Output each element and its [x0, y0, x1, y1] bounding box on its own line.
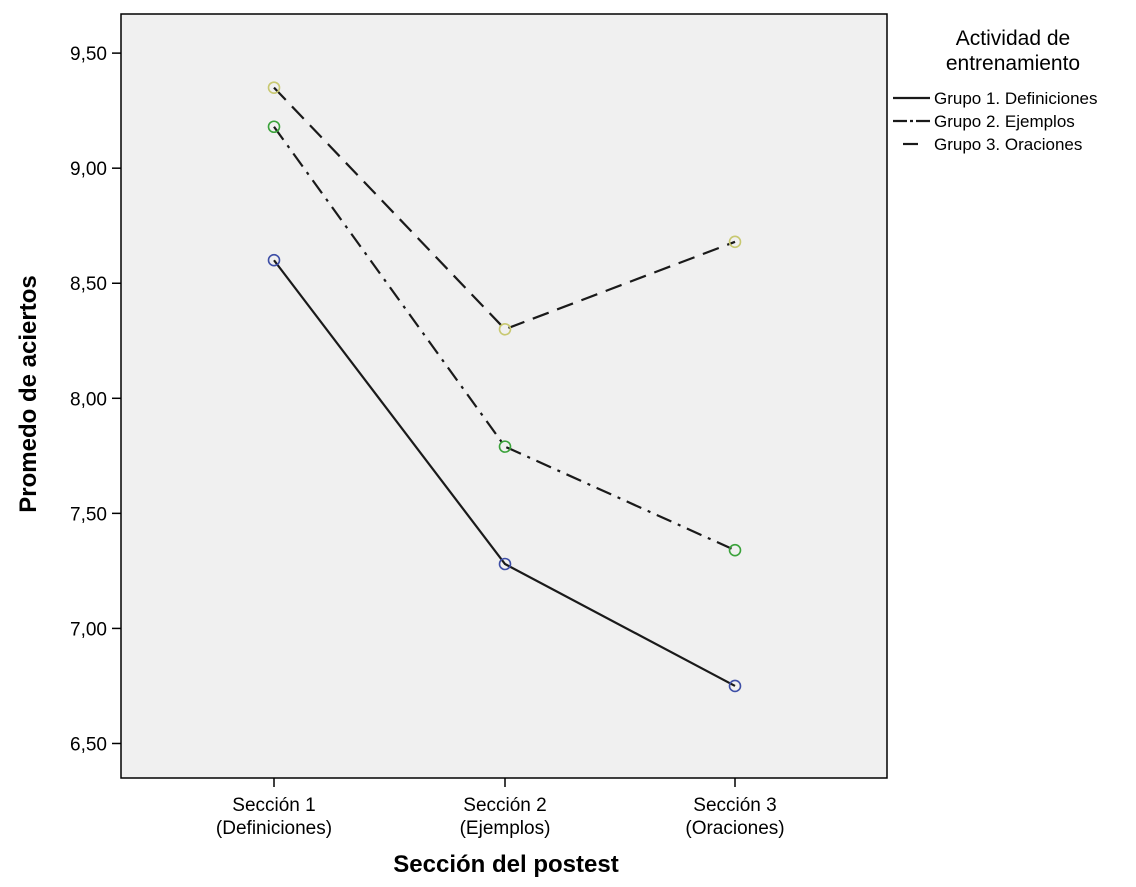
x-axis-title: Sección del postest: [393, 851, 618, 878]
y-tick-label: 7,00: [70, 619, 107, 640]
y-axis: 6,50 7,00 7,50 8,00 8,50 9,00 9,50: [70, 44, 121, 755]
plot-area: [120, 13, 888, 779]
legend-title-line-2: entrenamiento: [946, 52, 1080, 75]
y-tick-label: 8,50: [70, 274, 107, 295]
series-point: [498, 440, 512, 453]
x-tick-label: Sección 2: [463, 795, 546, 816]
series-point: [728, 679, 742, 693]
y-tick-label: 6,50: [70, 734, 107, 755]
y-tick-label: 9,50: [70, 44, 107, 65]
legend: Actividad de entrenamiento Grupo 1. Defi…: [893, 27, 1097, 154]
series-point: [267, 120, 281, 134]
y-axis-title: Promedo de aciertos: [15, 275, 42, 512]
x-tick-label: Sección 1: [232, 795, 315, 816]
series-markers: [267, 81, 742, 693]
series-lines: [273, 86, 736, 687]
series-point: [728, 543, 742, 557]
series-point: [498, 557, 512, 571]
series-point: [267, 253, 281, 267]
series-line: [273, 126, 736, 552]
x-axis: Sección 1(Definiciones) Sección 2(Ejemplo…: [216, 778, 785, 839]
series-point: [728, 235, 742, 249]
y-tick-label: 7,50: [70, 504, 107, 525]
legend-label: Grupo 3. Oraciones: [934, 135, 1082, 154]
x-tick-label: (Oraciones): [685, 818, 784, 839]
x-tick-label: (Ejemplos): [460, 818, 551, 839]
series-line: [273, 86, 736, 331]
series-point: [498, 322, 512, 336]
x-tick-label: Sección 3: [693, 795, 776, 816]
legend-label: Grupo 1. Definiciones: [934, 89, 1097, 108]
legend-label: Grupo 2. Ejemplos: [934, 112, 1075, 131]
legend-items: Grupo 1. Definiciones Grupo 2. Ejemplos Gr…: [893, 89, 1097, 154]
series-line: [273, 259, 736, 687]
y-tick-label: 8,00: [70, 389, 107, 410]
y-tick-label: 9,00: [70, 159, 107, 180]
x-tick-label: (Definiciones): [216, 818, 332, 839]
legend-title-line-1: Actividad de: [956, 27, 1070, 50]
series-point: [267, 81, 281, 94]
